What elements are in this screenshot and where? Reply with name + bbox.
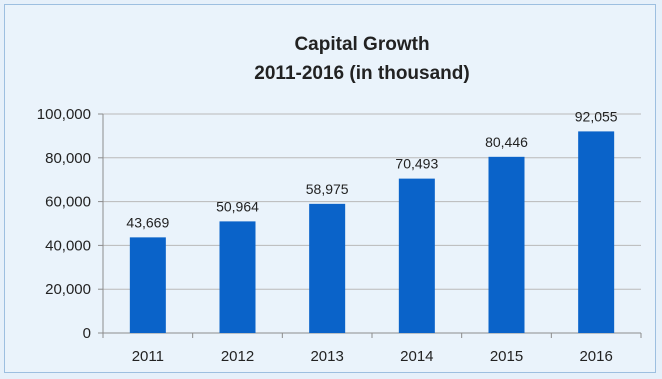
gridlines: [103, 113, 641, 290]
bar-2013: [309, 203, 346, 333]
data-label-2014: 70,493: [395, 156, 438, 172]
y-axis-tick-label: 40,000: [45, 237, 91, 254]
x-axis-tick-label: 2015: [490, 348, 523, 365]
y-axis-tick-label: 80,000: [45, 150, 91, 167]
x-axis-tick-labels: 2011 2012 2013 2014 2015 2016: [132, 348, 613, 365]
x-axis-tick-label: 2014: [400, 348, 433, 365]
chart-subtitle: 2011-2016 (in thousand): [254, 63, 469, 84]
data-label-2016: 92,055: [575, 108, 618, 124]
data-label-2015: 80,446: [485, 134, 528, 150]
y-axis-tick-label: 60,000: [45, 194, 91, 211]
bars: [129, 131, 615, 333]
bar-2014: [398, 178, 435, 333]
x-axis-tick-label: 2013: [310, 348, 343, 365]
data-labels: 43,669 50,964 58,975 70,493 80,446 92,055: [126, 108, 617, 230]
bar-2015: [488, 156, 525, 333]
y-axis-tick-labels: 0 20,000 40,000 60,000 80,000 100,000: [37, 106, 91, 342]
axes: [98, 113, 642, 338]
data-label-2012: 50,964: [216, 198, 259, 214]
x-axis-tick-label: 2016: [579, 348, 612, 365]
bar-2011: [129, 237, 166, 333]
data-label-2011: 43,669: [126, 214, 169, 230]
y-axis-tick-label: 100,000: [37, 106, 91, 123]
bar-2016: [578, 131, 615, 333]
x-axis-tick-label: 2012: [221, 348, 254, 365]
data-label-2013: 58,975: [306, 181, 349, 197]
x-axis-tick-label: 2011: [132, 348, 164, 365]
bar-2012: [219, 221, 256, 333]
chart-title: Capital Growth: [294, 34, 429, 55]
y-axis-tick-label: 20,000: [45, 281, 91, 298]
y-axis-tick-label: 0: [83, 325, 91, 342]
